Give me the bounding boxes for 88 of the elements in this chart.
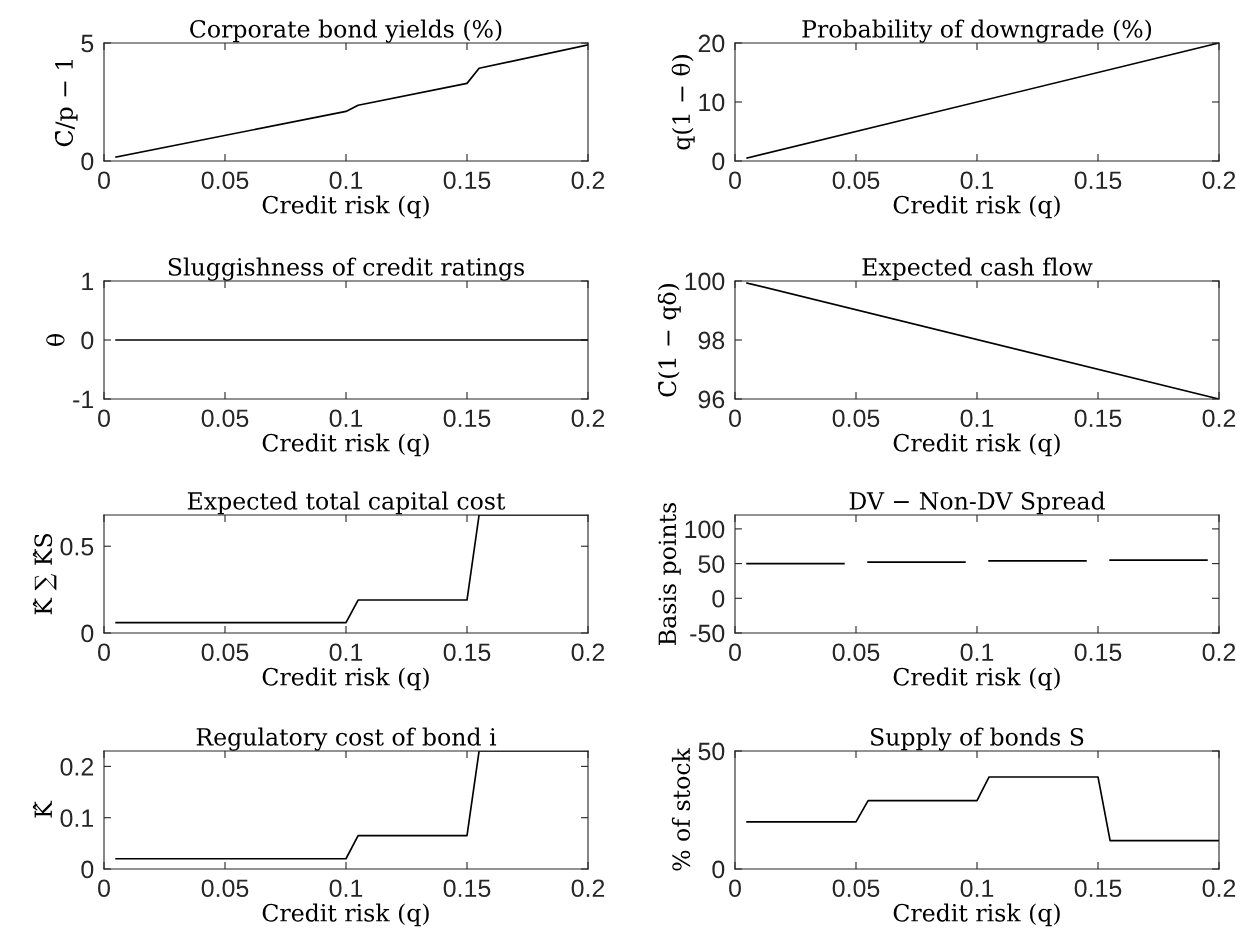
- x-tick-label: 0.1: [960, 643, 994, 662]
- x-tick-label: 0: [98, 643, 110, 662]
- y-tick-label: 50: [698, 742, 725, 761]
- y-axis-title: K̂: [32, 800, 52, 818]
- x-tick-label: 0: [729, 171, 741, 190]
- y-tick-label: 10: [699, 93, 725, 112]
- x-tick-label: 0.1: [960, 171, 994, 190]
- x-tick-label: 0.15: [1074, 643, 1122, 662]
- y-tick-label: 0: [81, 624, 94, 643]
- x-tick-label: 0.05: [832, 409, 880, 428]
- y-tick-label: 0: [712, 152, 725, 171]
- x-axis-title: Credit risk (q): [893, 433, 1060, 457]
- x-tick-label: 0.2: [571, 171, 605, 190]
- y-axis-title: C̄(1 − qδ): [657, 284, 681, 397]
- y-axis-title: C̄/p − 1: [55, 59, 78, 147]
- y-axis-title: % of stock: [671, 747, 691, 871]
- x-tick-label: 0: [729, 879, 741, 898]
- y-tick-label: 0.1: [60, 809, 94, 827]
- x-tick-label: 0.15: [443, 879, 491, 898]
- x-axis-title: Credit risk (q): [262, 667, 429, 691]
- y-tick-label: 5: [81, 34, 94, 53]
- y-tick-label: 50: [698, 555, 725, 573]
- x-tick-label: 0.05: [201, 643, 249, 662]
- x-tick-label: 0.1: [329, 879, 363, 898]
- x-axis-title: Credit risk (q): [893, 903, 1060, 927]
- x-tick-label: 0.15: [1074, 879, 1122, 898]
- x-axis-title: Credit risk (q): [893, 667, 1060, 691]
- x-axis-title: Credit risk (q): [262, 903, 429, 927]
- y-axis-title: q(1 − θ): [671, 55, 695, 150]
- x-axis-title: Credit risk (q): [262, 433, 429, 457]
- x-tick-label: 0.2: [1202, 643, 1236, 662]
- x-tick-label: 0.1: [960, 879, 994, 898]
- y-tick-label: 0.2: [60, 757, 94, 776]
- x-tick-label: 0.05: [201, 409, 249, 428]
- x-tick-label: 0: [98, 171, 110, 190]
- y-axis-title: K̂ ∑ K̂S: [32, 534, 57, 615]
- x-tick-label: 0.1: [329, 171, 363, 190]
- x-tick-label: 0.15: [1074, 409, 1122, 428]
- x-tick-label: 0.15: [1074, 171, 1122, 190]
- x-tick-label: 0: [729, 409, 741, 428]
- chart-title: Regulatory cost of bond i: [196, 727, 497, 751]
- chart-title: DV − Non-DV Spread: [849, 491, 1105, 515]
- x-axis-title: Credit risk (q): [262, 195, 429, 219]
- y-tick-label: 100: [685, 272, 725, 291]
- y-tick-label: 0: [81, 152, 94, 171]
- y-tick-label: 0: [81, 331, 94, 350]
- y-tick-label: 20: [698, 34, 725, 53]
- y-tick-label: -1: [73, 390, 94, 409]
- x-tick-label: 0: [98, 409, 110, 428]
- x-tick-label: 0.1: [329, 409, 363, 428]
- chart-title: Corporate bond yields (%): [190, 19, 502, 43]
- x-tick-label: 0.05: [201, 879, 249, 898]
- y-axis-title: Basis points: [658, 503, 681, 645]
- x-tick-label: 0.05: [201, 171, 249, 190]
- x-tick-label: 0.05: [832, 643, 880, 662]
- y-tick-label: 96: [698, 390, 725, 409]
- y-tick-label: 0: [712, 589, 725, 608]
- y-axis-title: θ: [46, 334, 65, 346]
- x-tick-label: 0: [729, 643, 741, 662]
- line-series: [115, 44, 588, 158]
- y-tick-label: 100: [685, 520, 725, 539]
- x-axis-title: Credit risk (q): [893, 195, 1060, 219]
- y-tick-label: 0: [712, 860, 725, 879]
- x-tick-label: 0.15: [443, 409, 491, 428]
- x-tick-label: 0.15: [443, 643, 491, 662]
- x-tick-label: 0.1: [329, 643, 363, 662]
- x-tick-label: 0.05: [832, 879, 880, 898]
- chart-title: Expected cash flow: [862, 257, 1093, 281]
- x-tick-label: 0.2: [1202, 171, 1236, 190]
- y-tick-label: 1: [82, 272, 94, 291]
- chart-title: Probability of downgrade (%): [802, 19, 1152, 43]
- y-tick-label: -50: [690, 624, 725, 643]
- line-series: [746, 776, 1219, 842]
- x-tick-label: 0.1: [960, 409, 994, 428]
- chart-title: Sluggishness of credit ratings: [168, 257, 524, 281]
- x-tick-label: 0.05: [832, 171, 880, 190]
- y-tick-label: 0: [81, 860, 94, 879]
- x-tick-label: 0.2: [571, 643, 605, 662]
- x-tick-label: 0: [98, 879, 110, 898]
- x-tick-label: 0.2: [1202, 409, 1236, 428]
- chart-title: Expected total capital cost: [187, 491, 506, 515]
- y-tick-label: 0.5: [60, 537, 94, 556]
- x-tick-label: 0.15: [443, 171, 491, 190]
- y-tick-label: 98: [698, 331, 725, 350]
- x-tick-label: 0.2: [571, 409, 605, 428]
- x-tick-label: 0.2: [571, 879, 605, 898]
- x-tick-label: 0.2: [1202, 879, 1236, 898]
- chart-title: Supply of bonds S: [871, 727, 1084, 751]
